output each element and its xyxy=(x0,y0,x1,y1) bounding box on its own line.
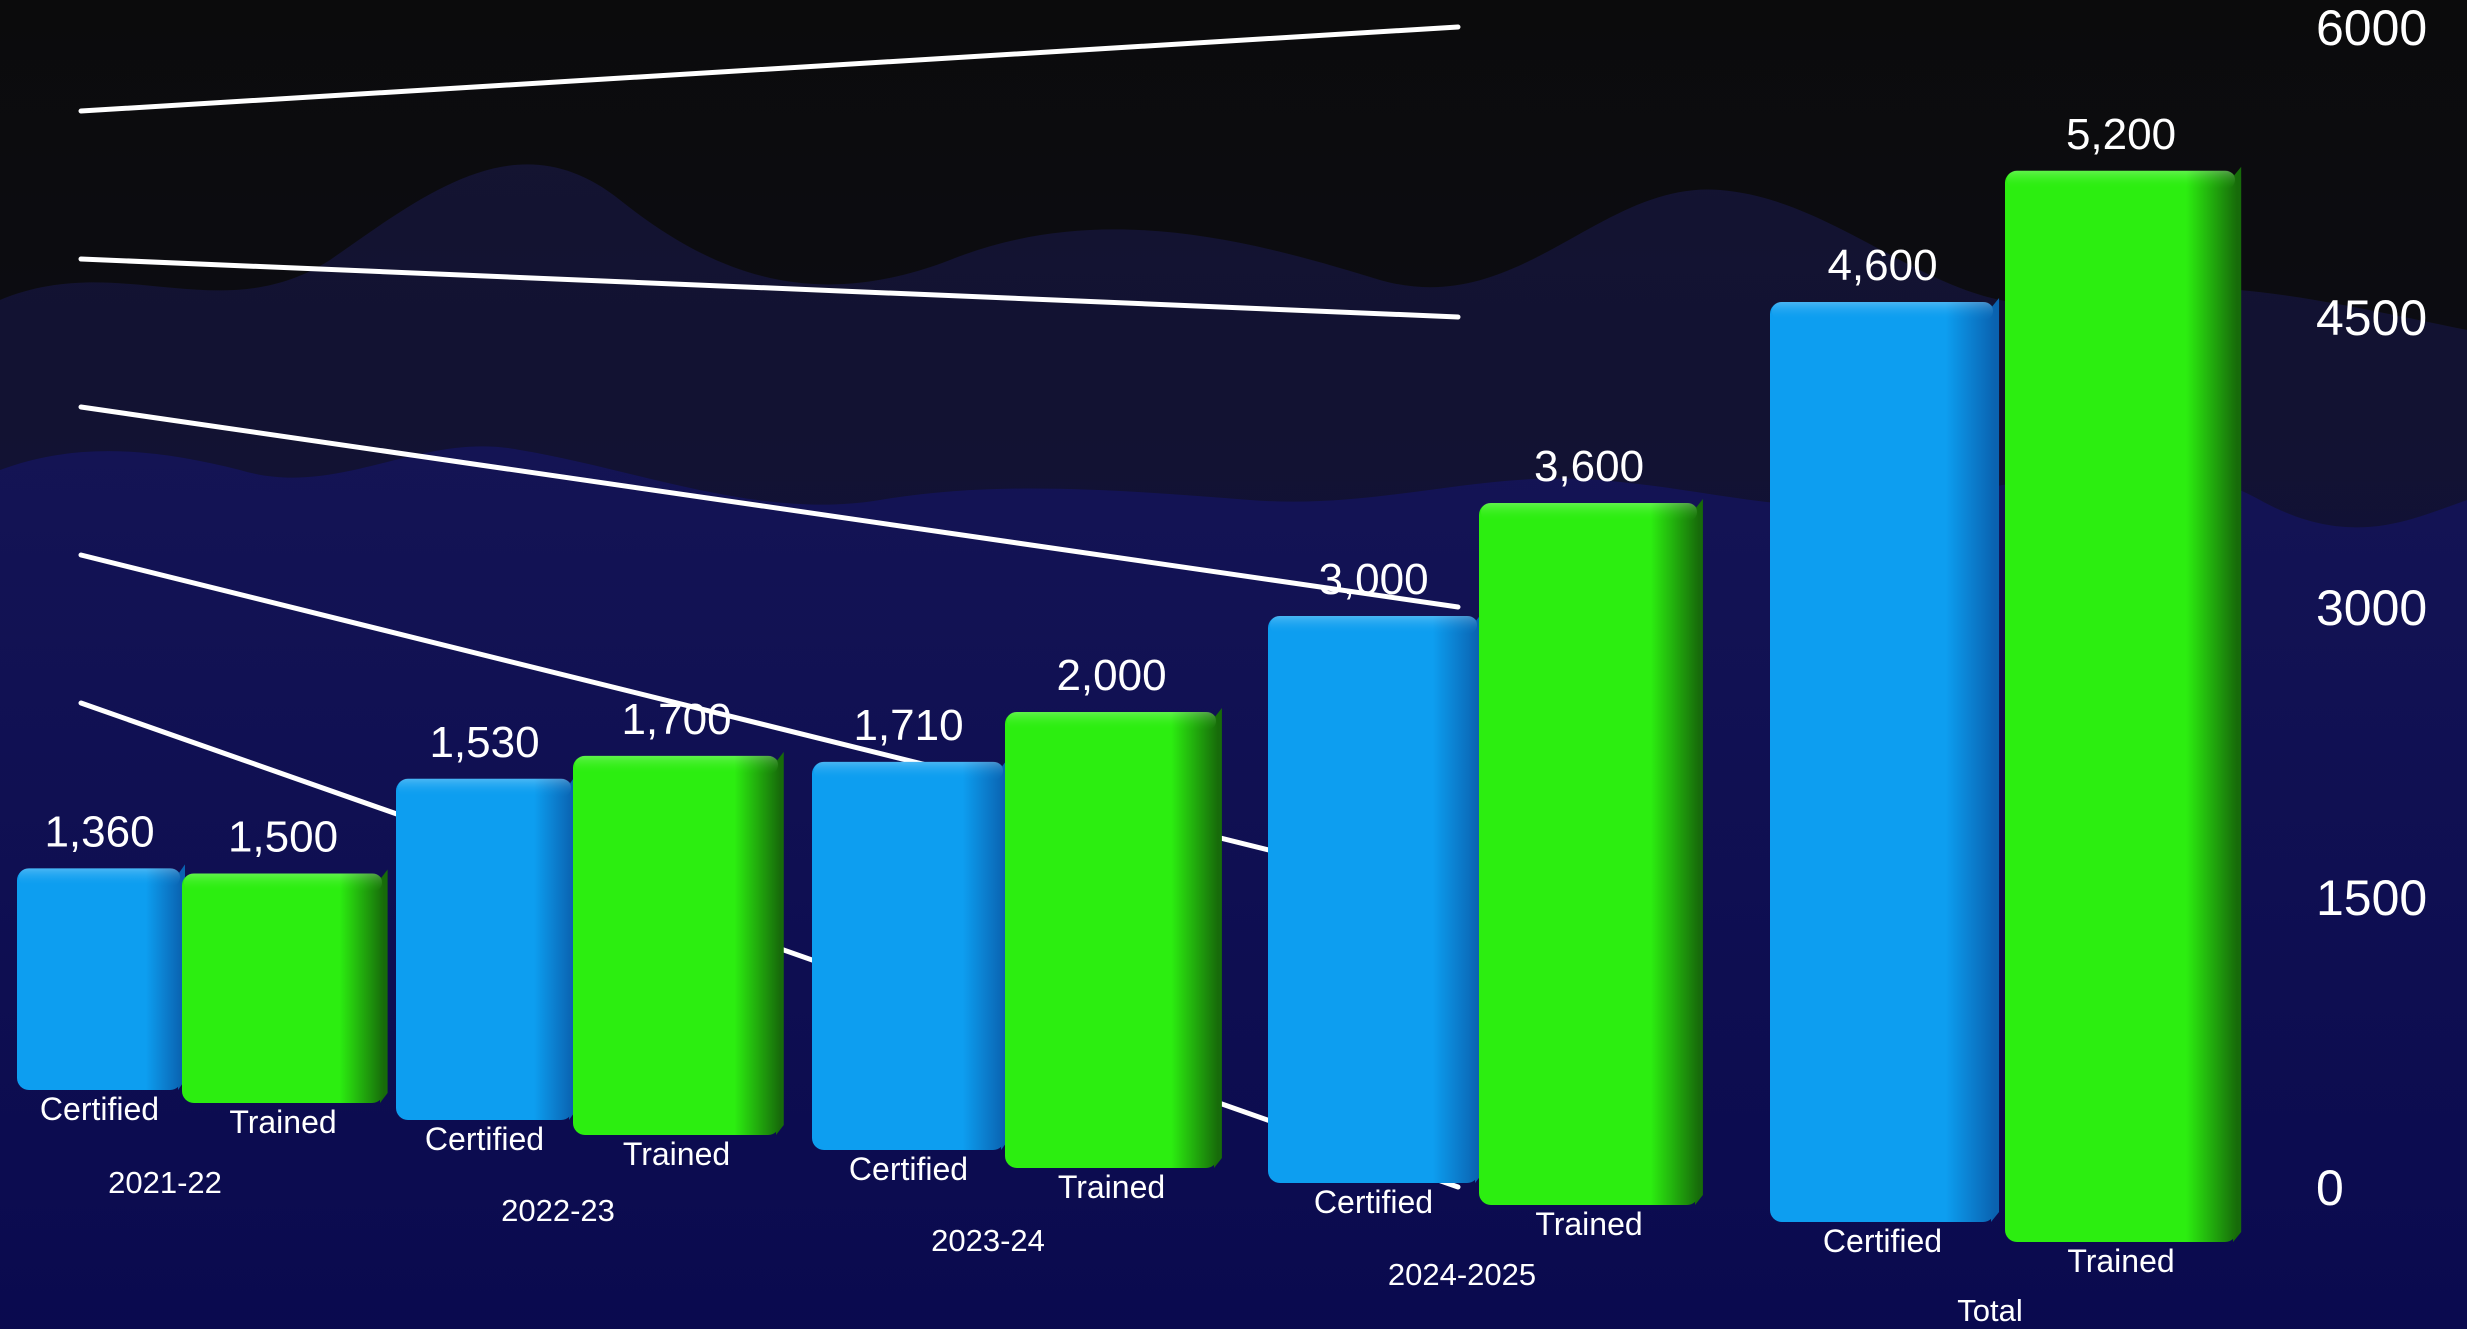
category-label-2021-22: 2021-22 xyxy=(108,1165,222,1200)
labels: 0 1500 3000 4500 6000 2021-22 2022-23 2023-24 20… xyxy=(40,0,2427,1328)
certified-bar-2022-23-series-label: Certified xyxy=(425,1121,544,1157)
certified-bar-total-series-label: Certified xyxy=(1823,1223,1942,1259)
certified-bar-2021-22 xyxy=(17,868,182,1090)
y-tick-label: 0 xyxy=(2316,1160,2344,1216)
trained-bar-2021-22-value-label: 1,500 xyxy=(228,813,338,862)
trained-bar-total-top xyxy=(2007,170,2235,189)
gridline-1500 xyxy=(78,552,1461,900)
trained-bar-2021-22-series-label: Trained xyxy=(229,1104,336,1140)
trained-bar-2022-23-top xyxy=(575,755,778,774)
category-label-total: Total xyxy=(1957,1293,2022,1328)
gridline-6000 xyxy=(78,24,1461,114)
trained-bar-total-series-label: Trained xyxy=(2067,1243,2174,1279)
certified-bar-2023-24-value-label: 1,710 xyxy=(853,701,963,750)
certified-bar-2022-23-value-label: 1,530 xyxy=(429,718,539,767)
trained-bar-2023-24 xyxy=(1005,712,1218,1168)
gridline-4500 xyxy=(78,256,1461,320)
certified-bar-2022-23-top xyxy=(398,778,571,797)
y-tick-label: 4500 xyxy=(2316,290,2427,346)
trained-bar-2022-23 xyxy=(573,755,780,1135)
trained-bar-2022-23-value-label: 1,700 xyxy=(621,695,731,744)
trained-bar-2023-24-top xyxy=(1007,712,1216,730)
trained-bar-2024-2025 xyxy=(1479,503,1699,1205)
trained-bar-2024-2025-top xyxy=(1481,503,1697,521)
certified-bar-2024-2025 xyxy=(1268,616,1479,1183)
certified-bar-2023-24 xyxy=(812,761,1005,1150)
y-tick-label: 1500 xyxy=(2316,870,2427,926)
certified-bar-total-top xyxy=(1772,302,1993,320)
certified-bar-2023-24-top xyxy=(814,761,1003,780)
certified-bar-2024-2025-series-label: Certified xyxy=(1314,1184,1433,1220)
certified-bar-total-value-label: 4,600 xyxy=(1827,241,1937,290)
trained-bar-2022-23-series-label: Trained xyxy=(623,1136,730,1172)
category-label-2024-2025: 2024-2025 xyxy=(1388,1257,1536,1292)
gridlines xyxy=(78,24,1461,1190)
certified-bar-2023-24-series-label: Certified xyxy=(849,1151,968,1187)
certified-bar-2024-2025-top xyxy=(1270,616,1477,634)
y-tick-label: 3000 xyxy=(2316,580,2427,636)
category-label-2023-24: 2023-24 xyxy=(931,1223,1045,1258)
trained-bar-2023-24-value-label: 2,000 xyxy=(1056,651,1166,700)
certified-bar-total xyxy=(1770,302,1995,1222)
trained-bar-total xyxy=(2005,170,2237,1242)
bars xyxy=(17,166,2242,1242)
y-tick-label: 6000 xyxy=(2316,0,2427,56)
certified-bar-2024-2025-value-label: 3,000 xyxy=(1318,555,1428,604)
trained-bar-2024-2025-series-label: Trained xyxy=(1535,1206,1642,1242)
gridline-3000 xyxy=(78,404,1461,610)
trained-bar-2024-2025-value-label: 3,600 xyxy=(1534,442,1644,491)
trained-bar-2023-24-series-label: Trained xyxy=(1058,1169,1165,1205)
certified-bar-2021-22-top xyxy=(19,868,180,887)
trained-bar-2021-22 xyxy=(182,873,384,1103)
category-label-2022-23: 2022-23 xyxy=(501,1193,615,1228)
certified-bar-2021-22-value-label: 1,360 xyxy=(44,807,154,856)
trained-bar-2021-22-top xyxy=(184,873,382,892)
certified-bar-2021-22-series-label: Certified xyxy=(40,1091,159,1127)
trained-bar-total-value-label: 5,200 xyxy=(2066,110,2176,159)
certified-bar-2022-23 xyxy=(396,778,573,1120)
